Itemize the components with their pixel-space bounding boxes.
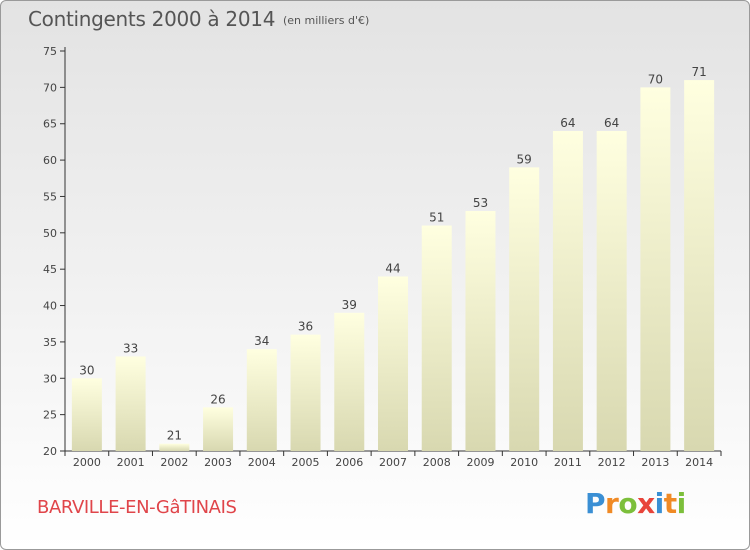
logo-letter: i [676,487,687,520]
logo-letter: o [618,487,638,520]
data-label: 21 [167,429,182,443]
data-label: 64 [604,116,619,130]
y-tick-label: 75 [43,45,57,58]
data-label: 53 [473,196,488,210]
y-tick-label: 25 [43,409,57,422]
y-tick-label: 70 [43,81,57,94]
y-tick-label: 45 [43,263,57,276]
y-tick-label: 55 [43,190,57,203]
data-label: 26 [210,392,225,406]
y-tick-label: 60 [43,154,57,167]
data-label: 51 [429,211,444,225]
y-tick-label: 35 [43,336,57,349]
bar [334,312,365,451]
proxiti-logo[interactable]: Proxiti [585,487,686,520]
data-label: 30 [79,363,94,377]
town-name: BARVILLE-EN-GâTINAIS [37,497,237,518]
bar [115,356,146,451]
bar [465,211,496,451]
x-tick-label: 2008 [423,456,451,469]
logo-letter: P [585,487,606,520]
x-tick-label: 2012 [598,456,626,469]
y-tick-label: 50 [43,227,57,240]
y-tick-label: 20 [43,445,57,458]
x-tick-label: 2009 [466,456,494,469]
data-label: 36 [298,320,313,334]
x-tick-label: 2006 [335,456,363,469]
x-tick-label: 2001 [117,456,145,469]
x-tick-label: 2011 [554,456,582,469]
x-tick-label: 2014 [685,456,713,469]
data-label: 64 [560,116,575,130]
bar [421,225,452,451]
data-label: 44 [385,261,400,275]
x-tick-label: 2000 [73,456,101,469]
bar [246,349,277,451]
bar [640,87,671,451]
data-label: 59 [517,152,532,166]
bar [290,334,321,451]
logo-letter: t [663,487,677,520]
bar [552,131,583,451]
bar [203,407,234,451]
x-tick-label: 2003 [204,456,232,469]
bar [684,80,715,451]
x-tick-label: 2013 [641,456,669,469]
data-label: 39 [342,298,357,312]
x-tick-label: 2002 [160,456,188,469]
data-label: 33 [123,341,138,355]
x-tick-label: 2004 [248,456,276,469]
x-tick-label: 2010 [510,456,538,469]
y-tick-label: 30 [43,372,57,385]
x-tick-label: 2007 [379,456,407,469]
bar [509,167,540,451]
bar [596,131,627,451]
y-tick-label: 65 [43,118,57,131]
chart-subtitle: (en milliers d'€) [283,14,370,27]
bar [159,443,190,451]
data-label: 71 [691,65,706,79]
bar [378,276,408,451]
y-tick-label: 40 [43,300,57,313]
logo-letter: i [654,487,665,520]
x-tick-label: 2005 [292,456,320,469]
data-label: 70 [648,72,663,86]
data-label: 34 [254,334,269,348]
logo-letter: x [637,487,655,520]
logo-letter: r [605,487,619,520]
chart-title: Contingents 2000 à 2014 [28,7,276,31]
bar [71,378,102,451]
